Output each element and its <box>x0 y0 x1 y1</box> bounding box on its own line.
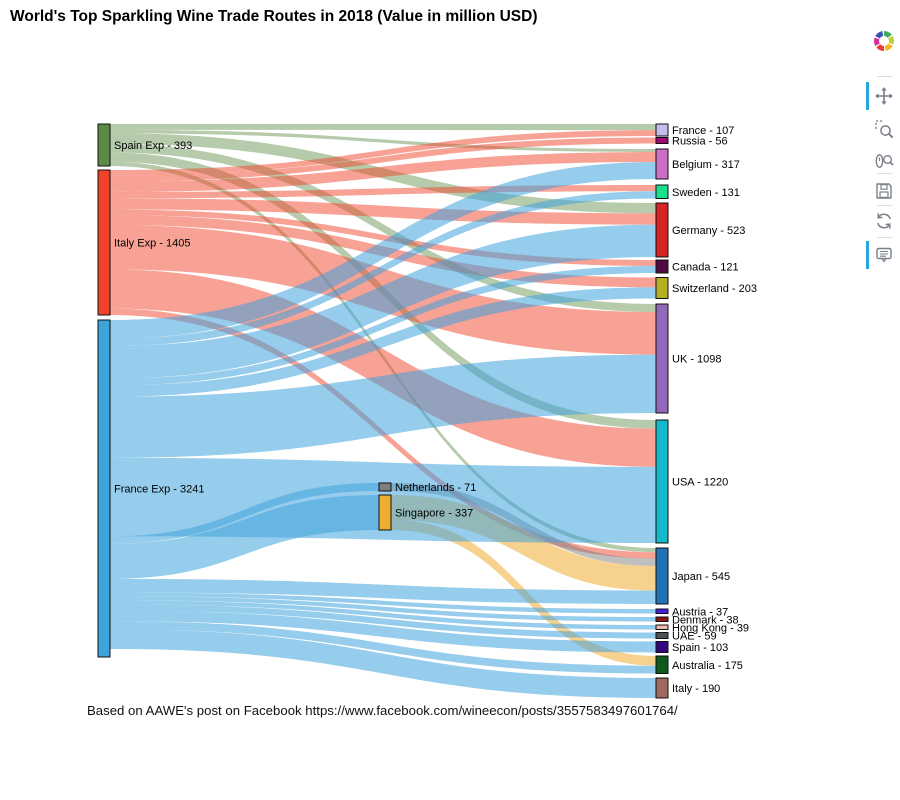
sankey-node-label-russia: Russia - 56 <box>672 136 728 148</box>
sankey-node-uae[interactable] <box>655 632 669 639</box>
bokeh-logo[interactable] <box>874 31 896 53</box>
save-tool-button[interactable] <box>874 181 896 203</box>
sankey-node-australia[interactable] <box>655 655 669 674</box>
sankey-node-italy_exp[interactable] <box>97 169 111 316</box>
sankey-node-austria[interactable] <box>655 608 669 614</box>
source-caption: Based on AAWE's post on Facebook https:/… <box>87 703 678 718</box>
sankey-link-italy_exp-france <box>110 130 656 176</box>
sankey-node-label-sweden: Sweden - 131 <box>672 187 740 199</box>
sankey-link-france_exp-sweden <box>110 191 656 347</box>
hover-icon <box>874 245 896 265</box>
sankey-node-netherlands[interactable] <box>378 482 392 492</box>
sankey-node-label-japan: Japan - 545 <box>672 571 730 583</box>
sankey-node-uk[interactable] <box>655 303 669 414</box>
sankey-node-label-france: France - 107 <box>672 125 734 137</box>
sankey-link-france_exp-hongkong <box>110 600 656 630</box>
sankey-link-france_exp-belgium <box>110 161 656 339</box>
sankey-link-france_exp-japan <box>110 578 656 604</box>
sankey-node-hongkong[interactable] <box>655 624 669 630</box>
sankey-node-germany[interactable] <box>655 202 669 258</box>
sankey-node-japan[interactable] <box>655 547 669 605</box>
wheel-zoom-tool-button[interactable] <box>874 151 896 173</box>
toolbar-separator <box>877 173 892 174</box>
reset-tool-button[interactable] <box>874 211 896 233</box>
pan-active-indicator <box>866 82 869 110</box>
sankey-node-label-italy: Italy - 190 <box>672 683 720 695</box>
sankey-node-label-canada: Canada - 121 <box>672 262 739 274</box>
sankey-node-label-italy_exp: Italy Exp - 1405 <box>114 238 190 250</box>
sankey-link-france_exp-australia <box>110 621 656 674</box>
sankey-node-sweden[interactable] <box>655 184 669 199</box>
sankey-link-france_exp-canada <box>110 265 656 386</box>
sankey-link-france_exp-austria <box>110 592 656 614</box>
sankey-node-label-france_exp: France Exp - 3241 <box>114 484 205 496</box>
sankey-link-france_exp-netherlands <box>110 483 379 544</box>
sankey-node-usa[interactable] <box>655 419 669 544</box>
sankey-link-italy_exp-germany <box>110 198 656 225</box>
sankey-node-spain[interactable] <box>655 641 669 653</box>
sankey-link-italy_exp-russia <box>110 137 656 182</box>
sankey-node-label-australia: Australia - 175 <box>672 660 743 672</box>
sankey-node-label-spain_exp: Spain Exp - 393 <box>114 140 192 152</box>
sankey-link-france_exp-uae <box>110 604 656 639</box>
sankey-node-denmark[interactable] <box>655 616 669 622</box>
sankey-link-italy_exp-canada <box>110 209 656 266</box>
sankey-node-label-denmark: Denmark - 38 <box>672 614 739 626</box>
sankey-node-belgium[interactable] <box>655 148 669 180</box>
sankey-node-canada[interactable] <box>655 259 669 274</box>
toolbar-separator <box>877 205 892 206</box>
toolbar-separator <box>877 237 892 238</box>
sankey-node-label-belgium: Belgium - 317 <box>672 159 740 171</box>
sankey-node-switzerland[interactable] <box>655 277 669 299</box>
sankey-link-france_exp-switzerland <box>110 287 656 397</box>
toolbar-separator <box>877 76 892 77</box>
sankey-node-france[interactable] <box>655 123 669 137</box>
sankey-node-label-austria: Austria - 37 <box>672 606 728 618</box>
chart-title: World's Top Sparkling Wine Trade Routes … <box>10 8 538 25</box>
box-zoom-tool-button[interactable] <box>874 119 896 141</box>
sankey-node-label-singapore: Singapore - 337 <box>395 508 473 520</box>
sankey-link-spain_exp-uk <box>110 143 656 312</box>
sankey-node-label-hongkong: Hong Kong - 39 <box>672 622 749 634</box>
wheel-zoom-icon <box>874 151 896 171</box>
sankey-node-label-usa: USA - 1220 <box>672 477 728 489</box>
sankey-node-russia[interactable] <box>655 137 669 144</box>
pan-icon <box>874 86 896 106</box>
box-zoom-icon <box>874 119 896 139</box>
sankey-link-spain_exp-belgium <box>110 129 656 153</box>
toolbar <box>862 0 900 280</box>
sankey-node-france_exp[interactable] <box>97 319 111 658</box>
sankey-node-label-netherlands: Netherlands - 71 <box>395 482 476 494</box>
hover-tool-button[interactable] <box>874 245 896 267</box>
bokeh-logo-icon <box>874 31 896 51</box>
sankey-node-spain_exp[interactable] <box>97 123 111 167</box>
sankey-link-france_exp-spain <box>110 610 656 653</box>
sankey-node-label-uae: UAE - 59 <box>672 631 717 643</box>
sankey-node-italy[interactable] <box>655 677 669 699</box>
pan-tool-button[interactable] <box>874 86 896 108</box>
sankey-node-label-germany: Germany - 523 <box>672 225 745 237</box>
sankey-link-france_exp-singapore <box>110 495 379 579</box>
sankey-link-france_exp-germany <box>110 224 656 379</box>
sankey-node-label-switzerland: Switzerland - 203 <box>672 283 757 295</box>
sankey-node-singapore[interactable] <box>378 494 392 531</box>
sankey-node-label-spain: Spain - 103 <box>672 642 728 654</box>
sankey-node-label-uk: UK - 1098 <box>672 354 722 366</box>
sankey-link-france_exp-italy <box>110 629 656 698</box>
reset-icon <box>874 211 896 231</box>
sankey-link-france_exp-denmark <box>110 596 656 622</box>
sankey-link-italy_exp-belgium <box>110 152 656 192</box>
sankey-link-france_exp-uk <box>110 354 656 458</box>
hover-active-indicator <box>866 241 869 269</box>
sankey-link-spain_exp-france <box>110 124 656 131</box>
save-icon <box>874 181 896 201</box>
